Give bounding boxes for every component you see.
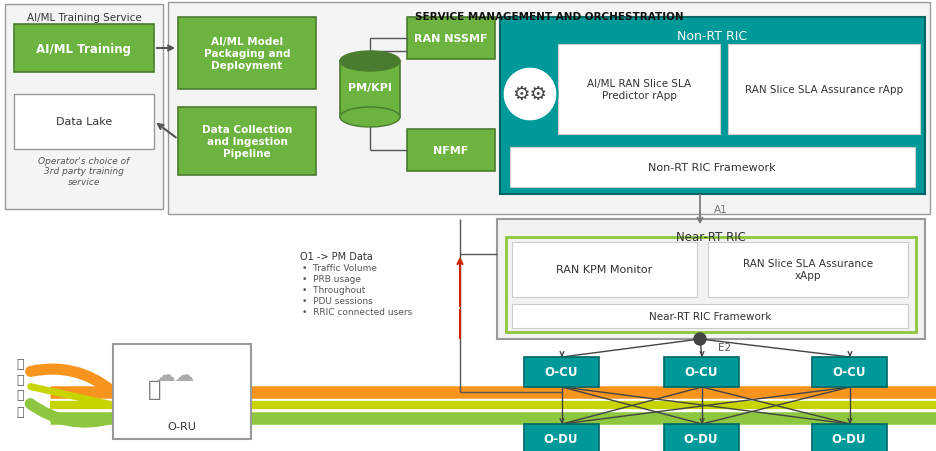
- Bar: [812, 424, 887, 451]
- Bar: [524, 424, 599, 451]
- Bar: [506, 238, 916, 332]
- Text: 📶: 📶: [16, 358, 23, 371]
- Text: RAN Slice SLA Assurance rApp: RAN Slice SLA Assurance rApp: [745, 85, 903, 95]
- Text: O-DU: O-DU: [544, 433, 578, 446]
- Bar: [497, 220, 925, 339]
- Text: 📡: 📡: [148, 379, 162, 399]
- Ellipse shape: [340, 108, 400, 128]
- Bar: [178, 18, 316, 90]
- Bar: [664, 357, 739, 387]
- Text: O-CU: O-CU: [832, 366, 866, 379]
- Text: E2: E2: [718, 342, 731, 352]
- Text: O-CU: O-CU: [684, 366, 718, 379]
- Bar: [113, 344, 251, 439]
- Bar: [558, 45, 720, 135]
- Text: Operator's choice of
3rd party training
service: Operator's choice of 3rd party training …: [38, 157, 129, 186]
- Bar: [812, 357, 887, 387]
- Bar: [14, 95, 154, 150]
- Text: A1: A1: [714, 205, 728, 215]
- Text: AI/ML Training: AI/ML Training: [37, 42, 131, 55]
- Text: RAN KPM Monitor: RAN KPM Monitor: [556, 264, 652, 274]
- Bar: [178, 108, 316, 175]
- Text: ⚙⚙: ⚙⚙: [513, 85, 548, 104]
- Text: •  RRIC connected users: • RRIC connected users: [302, 307, 412, 316]
- Bar: [708, 243, 908, 297]
- Text: Non-RT RIC: Non-RT RIC: [677, 30, 747, 43]
- Circle shape: [694, 333, 706, 345]
- Bar: [407, 130, 495, 172]
- Bar: [664, 424, 739, 451]
- Text: •  Throughout: • Throughout: [302, 285, 365, 295]
- Text: Data Lake: Data Lake: [56, 117, 112, 127]
- Bar: [5, 5, 163, 210]
- Bar: [500, 18, 925, 194]
- Bar: [168, 3, 930, 215]
- Text: O-RU: O-RU: [168, 421, 197, 431]
- Bar: [728, 45, 920, 135]
- Text: Data Collection
and Ingestion
Pipeline: Data Collection and Ingestion Pipeline: [202, 125, 292, 158]
- Bar: [340, 62, 400, 118]
- Bar: [512, 304, 908, 328]
- Text: O-DU: O-DU: [832, 433, 866, 446]
- Text: O1 -> PM Data: O1 -> PM Data: [300, 252, 373, 262]
- Bar: [512, 243, 697, 297]
- Bar: [510, 147, 915, 188]
- Circle shape: [504, 69, 556, 121]
- Text: RAN Slice SLA Assurance
xApp: RAN Slice SLA Assurance xApp: [743, 258, 873, 280]
- Bar: [14, 25, 154, 73]
- Text: 📡: 📡: [16, 389, 23, 401]
- Text: PM/KPI: PM/KPI: [348, 83, 392, 93]
- Text: Non-RT RIC Framework: Non-RT RIC Framework: [649, 163, 776, 173]
- Text: 🏢: 🏢: [16, 405, 23, 419]
- Text: AI/ML RAN Slice SLA
Predictor rApp: AI/ML RAN Slice SLA Predictor rApp: [587, 79, 691, 101]
- Text: AI/ML Model
Packaging and
Deployment: AI/ML Model Packaging and Deployment: [204, 37, 290, 70]
- Text: O-CU: O-CU: [544, 366, 578, 379]
- Bar: [524, 357, 599, 387]
- Text: O-DU: O-DU: [684, 433, 718, 446]
- Text: •  PDU sessions: • PDU sessions: [302, 296, 373, 305]
- Text: •  Traffic Volume: • Traffic Volume: [302, 263, 377, 272]
- Text: ☁☁: ☁☁: [155, 365, 195, 384]
- Text: Near-RT RIC Framework: Near-RT RIC Framework: [649, 311, 771, 321]
- Bar: [407, 18, 495, 60]
- Text: RAN NSSMF: RAN NSSMF: [415, 34, 488, 44]
- Text: SERVICE MANAGEMENT AND ORCHESTRATION: SERVICE MANAGEMENT AND ORCHESTRATION: [415, 12, 683, 22]
- Text: Near-RT RIC: Near-RT RIC: [676, 230, 746, 244]
- Text: AI/ML Training Service: AI/ML Training Service: [26, 13, 141, 23]
- Text: 🚌: 🚌: [16, 374, 23, 387]
- Text: NFMF: NFMF: [433, 146, 469, 156]
- Text: •  PRB usage: • PRB usage: [302, 274, 361, 283]
- Ellipse shape: [340, 52, 400, 72]
